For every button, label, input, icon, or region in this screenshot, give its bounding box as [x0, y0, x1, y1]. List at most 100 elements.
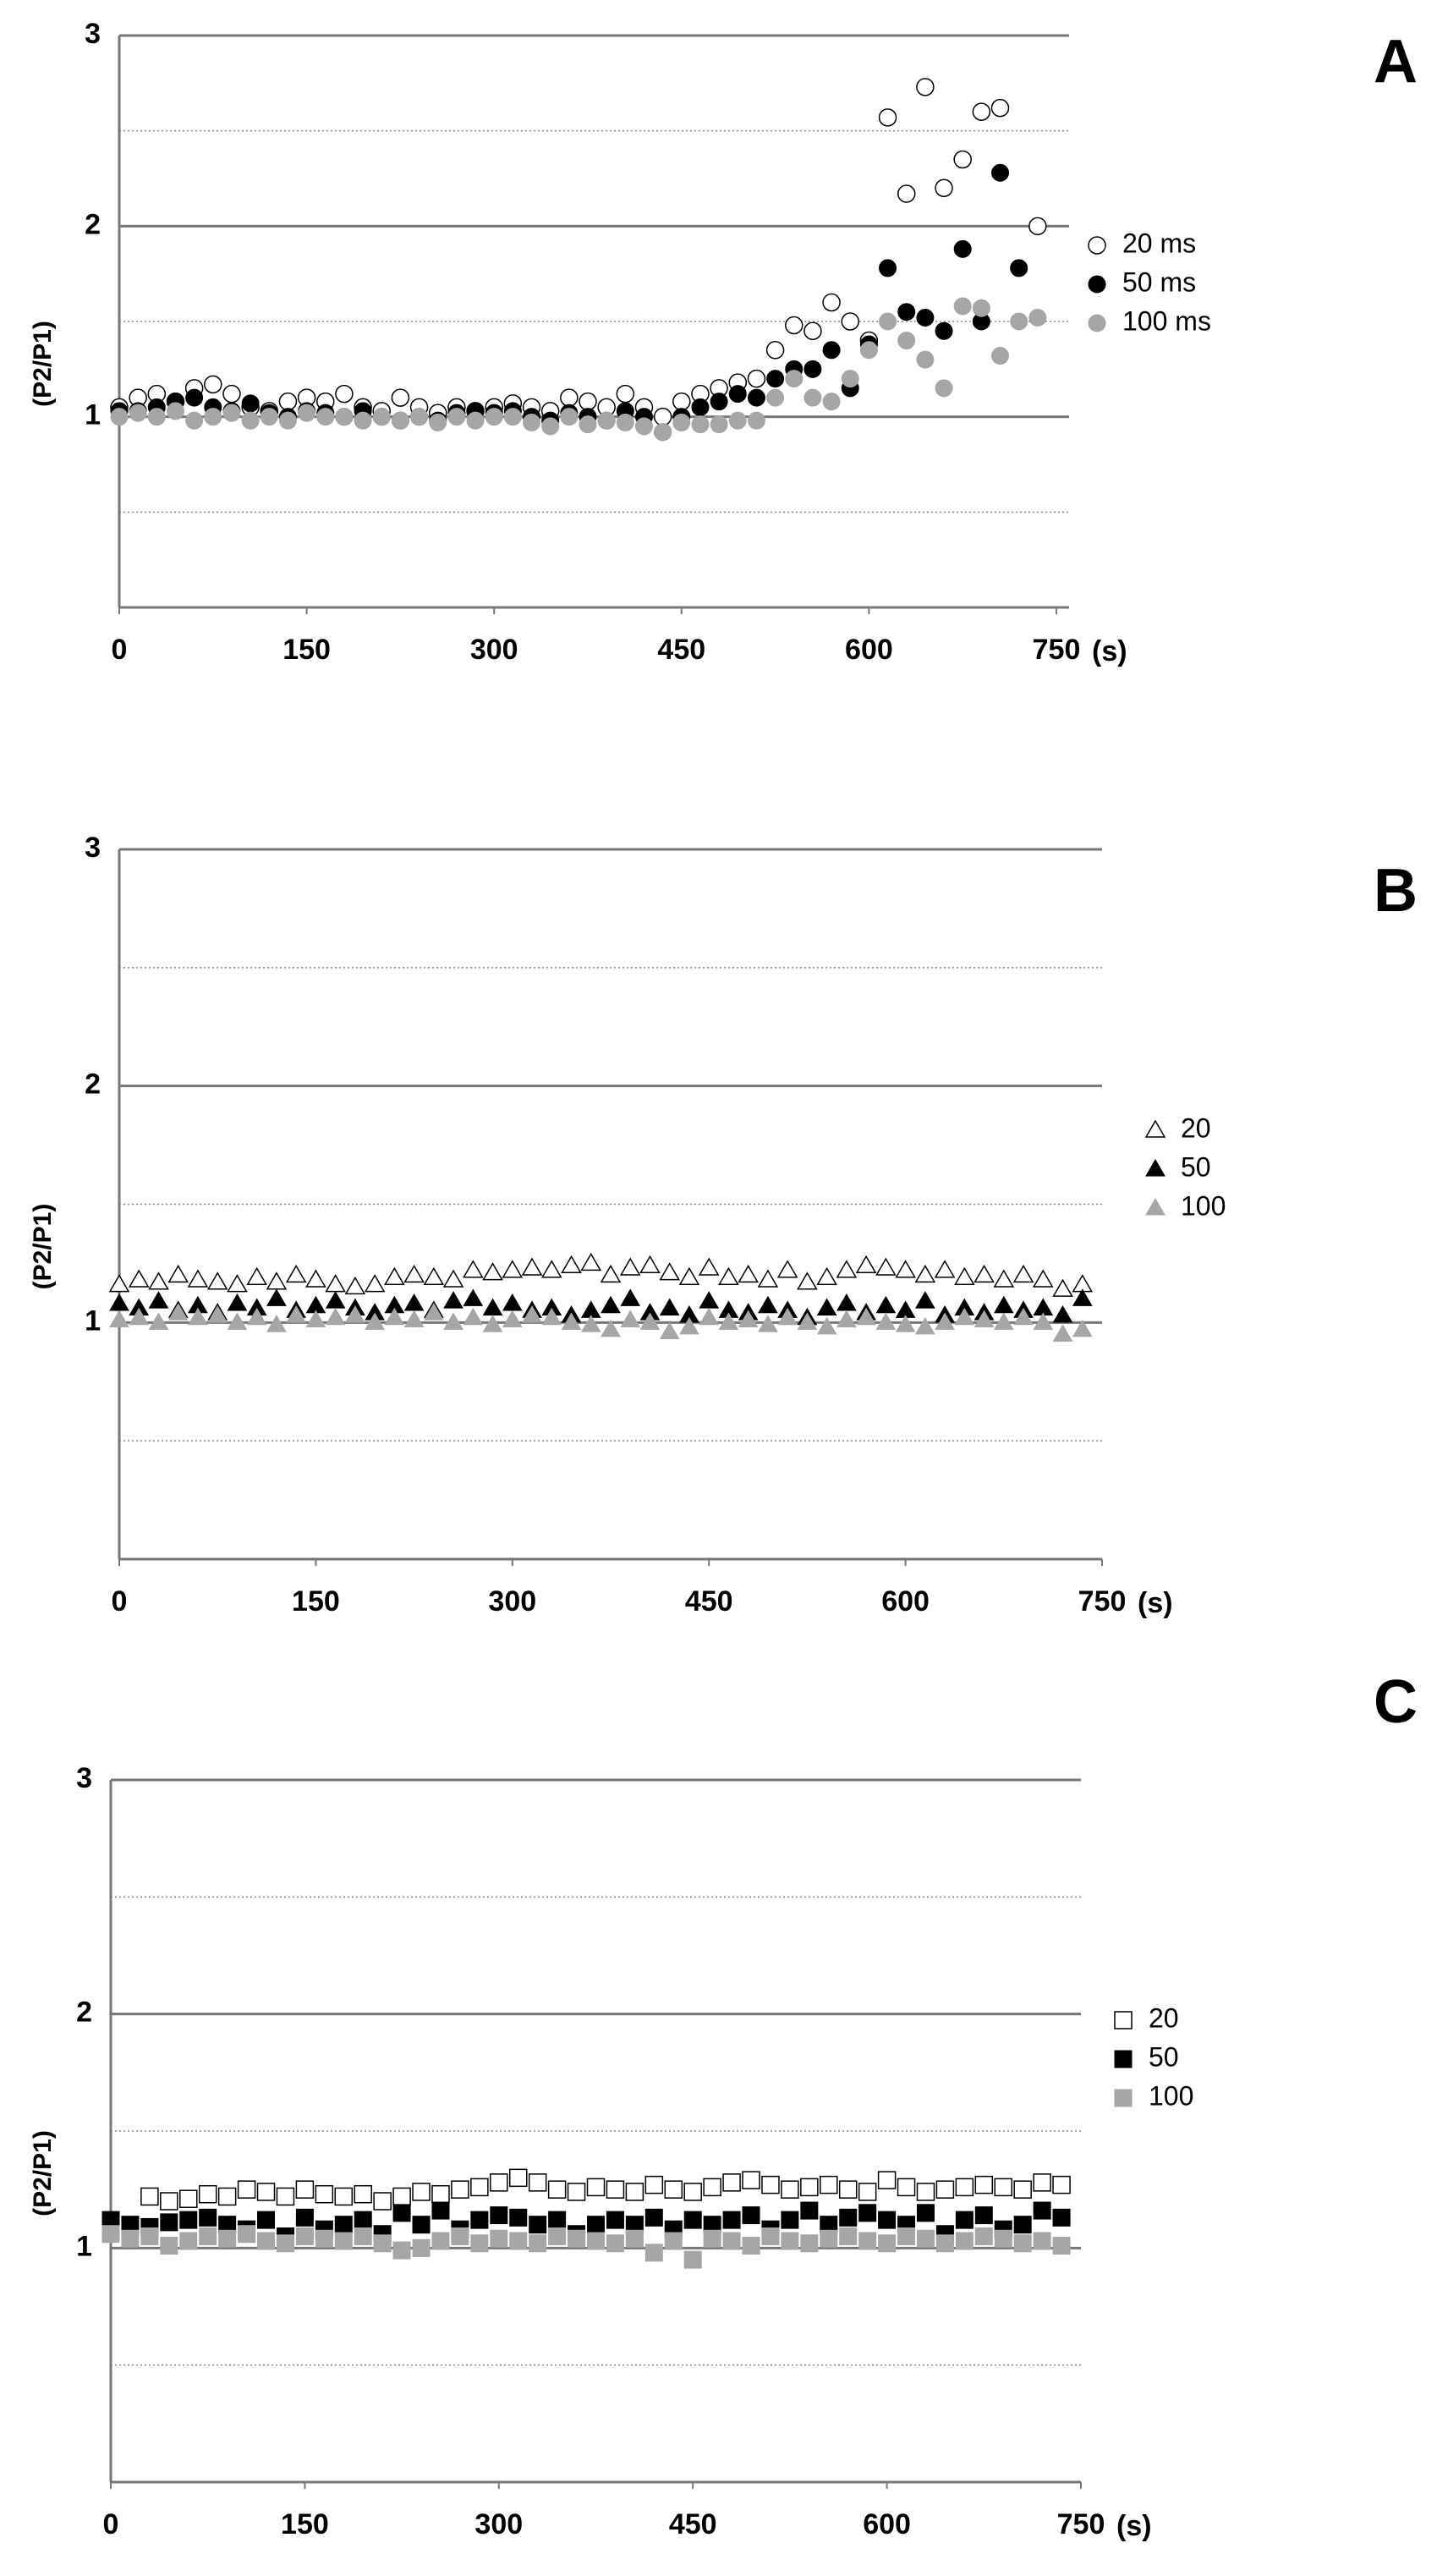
legend-label: 20 [1181, 1112, 1211, 1143]
y-axis-label: (P2/P1) [29, 321, 57, 407]
data-point [325, 1291, 346, 1309]
data-point [179, 2232, 198, 2250]
x-tick-label: 300 [474, 2508, 523, 2540]
data-point [463, 1288, 484, 1306]
data-point [587, 2216, 605, 2234]
data-point [257, 2232, 276, 2250]
data-point [470, 2234, 489, 2253]
data-point [451, 2227, 469, 2245]
panel-label: B [1374, 857, 1418, 925]
x-tick-label: 0 [112, 1585, 128, 1618]
data-point [916, 308, 935, 327]
data-point [955, 2211, 974, 2229]
data-point [412, 2238, 431, 2257]
data-point [616, 413, 634, 431]
x-tick-label: 0 [112, 634, 128, 666]
data-point [664, 2180, 683, 2199]
data-point [529, 2216, 547, 2234]
data-point [600, 1264, 622, 1283]
data-point [391, 388, 410, 407]
panel-label: C [1374, 1668, 1418, 1736]
data-point [199, 2227, 217, 2245]
legend-marker [1088, 236, 1106, 255]
data-point [528, 2173, 547, 2192]
data-point [403, 1310, 425, 1328]
data-point [316, 408, 335, 426]
data-point [804, 360, 822, 378]
data-point [523, 413, 541, 431]
data-point [502, 1293, 523, 1311]
data-point [451, 2180, 469, 2199]
data-point [403, 1264, 425, 1283]
data-point [781, 2232, 799, 2250]
data-point [974, 1264, 995, 1283]
data-point [423, 1303, 444, 1321]
data-point [691, 398, 710, 416]
data-point [914, 1264, 936, 1283]
data-point [758, 1295, 778, 1314]
data-point [703, 2178, 721, 2197]
data-point [295, 2180, 315, 2199]
data-point [463, 1260, 484, 1278]
data-point [276, 2187, 295, 2206]
data-point [855, 1255, 877, 1273]
data-point [391, 411, 409, 430]
data-point [482, 1315, 503, 1332]
data-point [490, 2173, 508, 2192]
data-point [579, 415, 597, 434]
data-point [993, 1295, 1014, 1314]
data-point [1052, 2237, 1071, 2255]
data-point [953, 239, 972, 258]
panel-label: A [1374, 28, 1418, 96]
data-point [540, 1260, 562, 1278]
data-point [935, 2180, 955, 2199]
data-point [804, 321, 822, 341]
data-point [974, 1310, 995, 1328]
data-point [1033, 2232, 1051, 2250]
data-point [916, 350, 935, 369]
data-point [710, 393, 728, 411]
data-point [634, 417, 653, 436]
data-point [227, 1312, 248, 1330]
data-point [1013, 1307, 1034, 1326]
data-point [482, 1298, 503, 1316]
data-point [587, 2232, 605, 2250]
data-point [879, 259, 897, 277]
data-point [431, 2184, 450, 2204]
data-point [1033, 2201, 1051, 2220]
legend-label: 20 [1149, 2002, 1179, 2033]
data-point [502, 1310, 523, 1328]
data-point [568, 2229, 586, 2248]
data-point [364, 1274, 386, 1293]
data-point [222, 384, 241, 404]
x-axis-label: (s) [1116, 2510, 1152, 2542]
data-point [160, 2213, 178, 2232]
data-point [256, 2183, 276, 2201]
data-point [879, 312, 897, 331]
data-point [935, 179, 953, 198]
data-point [699, 1291, 720, 1309]
data-point [620, 1288, 641, 1306]
data-point [365, 1312, 385, 1330]
data-point [403, 1293, 425, 1311]
data-point [777, 1307, 798, 1326]
x-axis-label: (s) [1138, 1587, 1173, 1619]
data-point [742, 2237, 760, 2255]
data-point [935, 2234, 954, 2253]
data-point [800, 2178, 819, 2197]
x-tick-label: 600 [863, 2508, 911, 2540]
legend-label: 100 ms [1122, 305, 1211, 336]
x-tick-label: 150 [292, 1585, 340, 1618]
data-point [1052, 1304, 1073, 1323]
data-point [766, 388, 785, 407]
data-point [841, 312, 859, 331]
data-point [742, 2206, 760, 2225]
data-point [187, 1269, 209, 1288]
data-point [147, 408, 166, 426]
data-point [246, 1266, 267, 1285]
data-point [412, 2216, 431, 2234]
data-point [447, 408, 466, 426]
data-point [722, 2173, 741, 2192]
data-point [785, 316, 804, 335]
data-point [140, 2227, 159, 2245]
